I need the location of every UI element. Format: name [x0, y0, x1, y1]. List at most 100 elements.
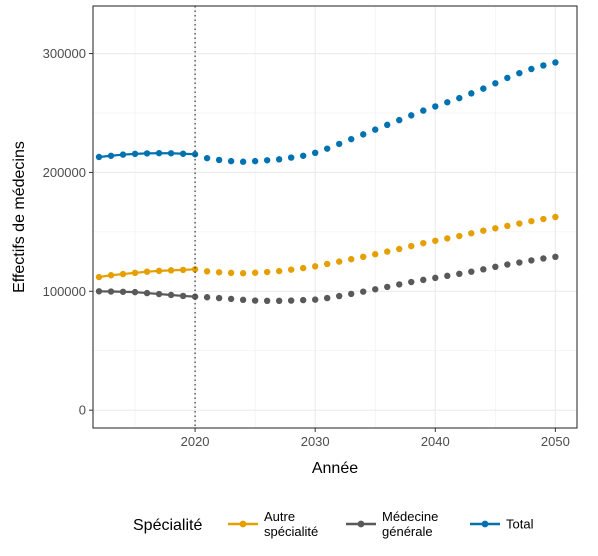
legend-label: Médecine: [382, 509, 438, 524]
data-point: [131, 150, 139, 158]
data-point: [251, 297, 259, 304]
data-point: [444, 235, 451, 242]
data-point: [540, 255, 547, 262]
data-point: [311, 263, 319, 270]
data-point: [540, 215, 547, 223]
data-point: [396, 281, 403, 288]
data-point: [444, 99, 451, 106]
data-point: [336, 140, 343, 148]
data-point: [311, 296, 319, 303]
data-point: [287, 266, 295, 273]
data-point: [552, 213, 559, 221]
data-point: [348, 290, 355, 298]
data-point: [516, 220, 523, 227]
y-tick-label: 300000: [43, 46, 86, 61]
data-point: [492, 263, 499, 271]
data-point: [540, 62, 547, 69]
data-point: [227, 269, 235, 277]
data-point: [528, 65, 535, 73]
data-point: [203, 294, 211, 301]
data-point: [131, 288, 139, 296]
data-point: [432, 237, 439, 244]
data-point: [215, 269, 223, 276]
data-point: [420, 239, 427, 247]
data-point: [492, 225, 499, 232]
series: [95, 59, 559, 165]
data-point: [287, 154, 295, 161]
x-axis-ticks: 2020 2030 2040 2050: [181, 428, 570, 449]
major-gridlines: [93, 6, 577, 428]
series: [95, 213, 559, 281]
data-point: [360, 288, 367, 295]
data-point: [95, 273, 103, 281]
data-point: [251, 269, 259, 276]
data-point: [360, 131, 367, 138]
data-point: [408, 242, 415, 250]
data-point: [408, 112, 415, 119]
y-tick-label: 100000: [43, 284, 86, 299]
data-point: [372, 286, 379, 293]
legend-item: Total: [470, 517, 534, 532]
data-point: [504, 74, 511, 82]
data-point: [336, 258, 343, 265]
data-point: [480, 85, 487, 92]
data-point: [119, 288, 127, 295]
y-tick-label: 0: [79, 403, 86, 418]
data-point: [384, 121, 391, 129]
data-point: [299, 152, 307, 159]
data-point: [552, 253, 559, 261]
data-point: [348, 135, 355, 143]
data-point: [143, 150, 151, 157]
data-point: [299, 264, 307, 272]
data-point: [456, 270, 463, 278]
data-point: [468, 268, 475, 275]
data-point: [444, 272, 451, 280]
data-point: [504, 261, 511, 268]
data-point: [203, 268, 211, 275]
data-point: [263, 297, 271, 305]
data-point: [516, 69, 523, 77]
data-point: [215, 294, 223, 302]
legend-label: Autre: [264, 509, 295, 524]
data-point: [528, 217, 535, 225]
data-point: [275, 297, 283, 305]
legend-label: Total: [506, 517, 534, 532]
data-point: [516, 259, 523, 266]
legend-key-point: [239, 520, 247, 528]
data-point: [299, 296, 307, 304]
plot-panel-border: [92, 5, 578, 429]
data-point: [155, 290, 163, 298]
data-point: [372, 126, 379, 133]
legend-key-point: [481, 520, 489, 528]
data-point: [456, 94, 463, 102]
data-point: [167, 267, 175, 274]
y-axis-ticks: 0 100000 200000 300000: [43, 46, 93, 418]
x-axis-title: Année: [312, 460, 358, 477]
data-point: [143, 289, 151, 297]
minor-gridlines: [93, 6, 577, 428]
data-point: [456, 232, 463, 240]
data-point: [552, 59, 559, 66]
data-point: [432, 274, 439, 282]
series-layer: [95, 59, 559, 305]
data-point: [155, 267, 163, 275]
data-point: [360, 253, 367, 261]
data-point: [239, 270, 247, 277]
data-point: [215, 156, 223, 164]
data-point: [227, 295, 235, 303]
data-point: [179, 150, 187, 157]
data-point: [131, 269, 139, 277]
data-point: [336, 292, 343, 300]
data-point: [528, 257, 535, 264]
data-point: [239, 158, 247, 165]
data-point: [179, 292, 187, 300]
data-point: [480, 227, 487, 234]
y-tick-label: 200000: [43, 165, 86, 180]
x-tick-label: 2030: [301, 434, 330, 449]
data-point: [311, 149, 319, 157]
data-point: [432, 103, 439, 110]
